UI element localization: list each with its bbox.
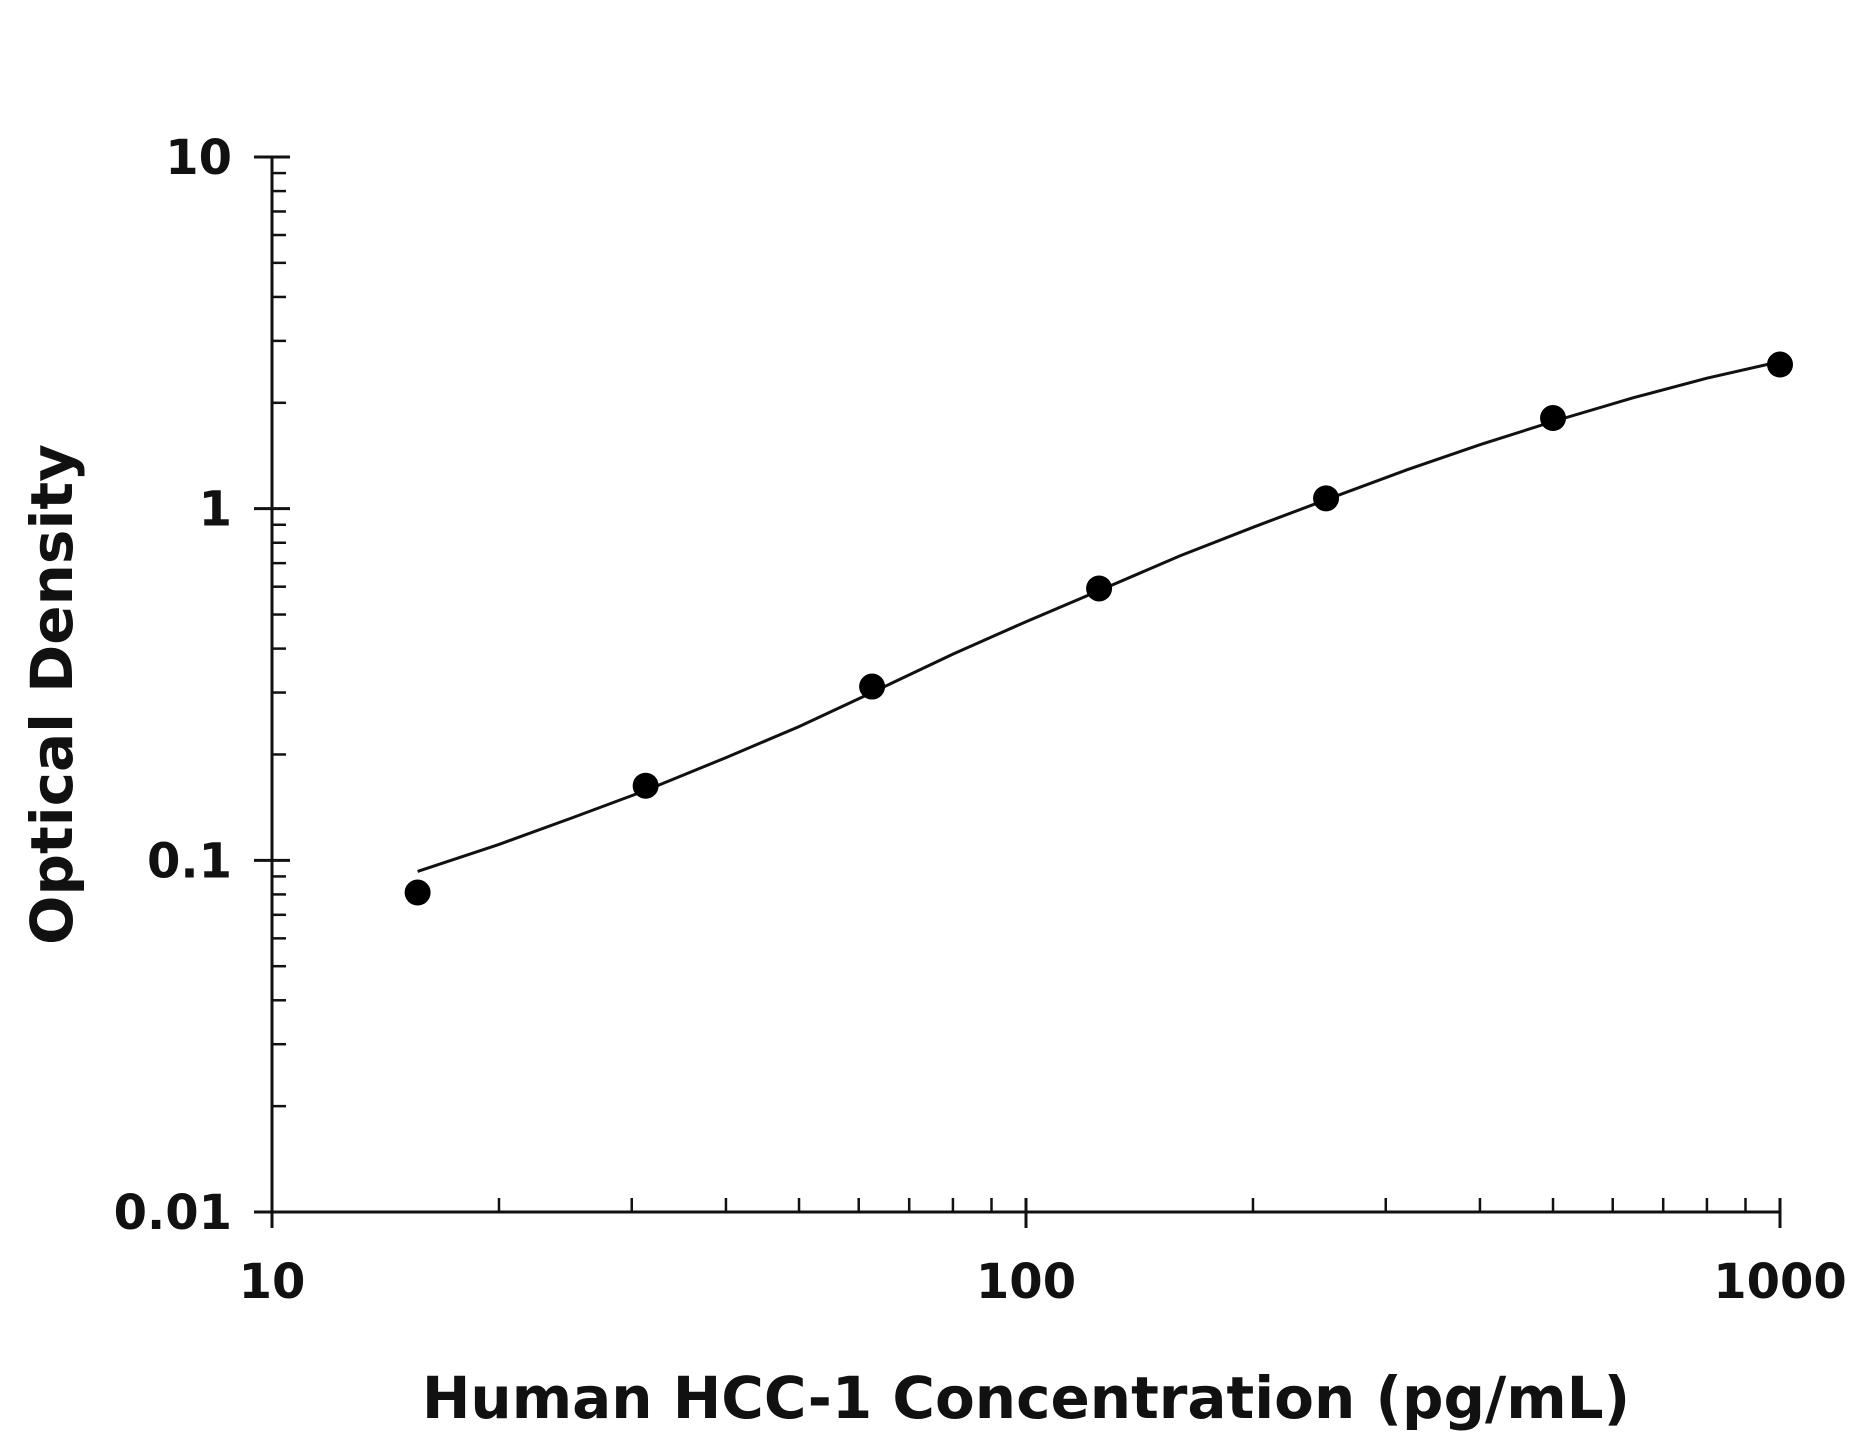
x-axis-ticks: 10 100 1000 (239, 1198, 1847, 1310)
fit-curve (417, 360, 1781, 873)
x-tick-label: 100 (976, 1254, 1076, 1310)
data-point (1313, 485, 1340, 512)
y-tick-label: 0.01 (114, 1185, 232, 1241)
x-tick-label: 10 (239, 1254, 306, 1310)
y-tick-label: 10 (165, 130, 232, 186)
data-point (404, 879, 431, 906)
data-point (632, 772, 659, 799)
x-tick-label: 1000 (1713, 1254, 1847, 1310)
y-tick-label: 0.1 (147, 833, 232, 889)
data-point (859, 673, 886, 700)
data-points (404, 351, 1793, 906)
y-tick-label: 1 (199, 482, 232, 538)
data-point (1086, 575, 1113, 602)
plot-area: 0.01 0.1 1 10 10 100 1000 (114, 130, 1847, 1310)
y-axis-title: Optical Density (18, 444, 86, 945)
x-axis-title: Human HCC-1 Concentration (pg/mL) (422, 1364, 1630, 1432)
y-axis-ticks: 0.01 0.1 1 10 (114, 130, 290, 1241)
data-point (1767, 351, 1793, 378)
data-point (1540, 405, 1567, 432)
